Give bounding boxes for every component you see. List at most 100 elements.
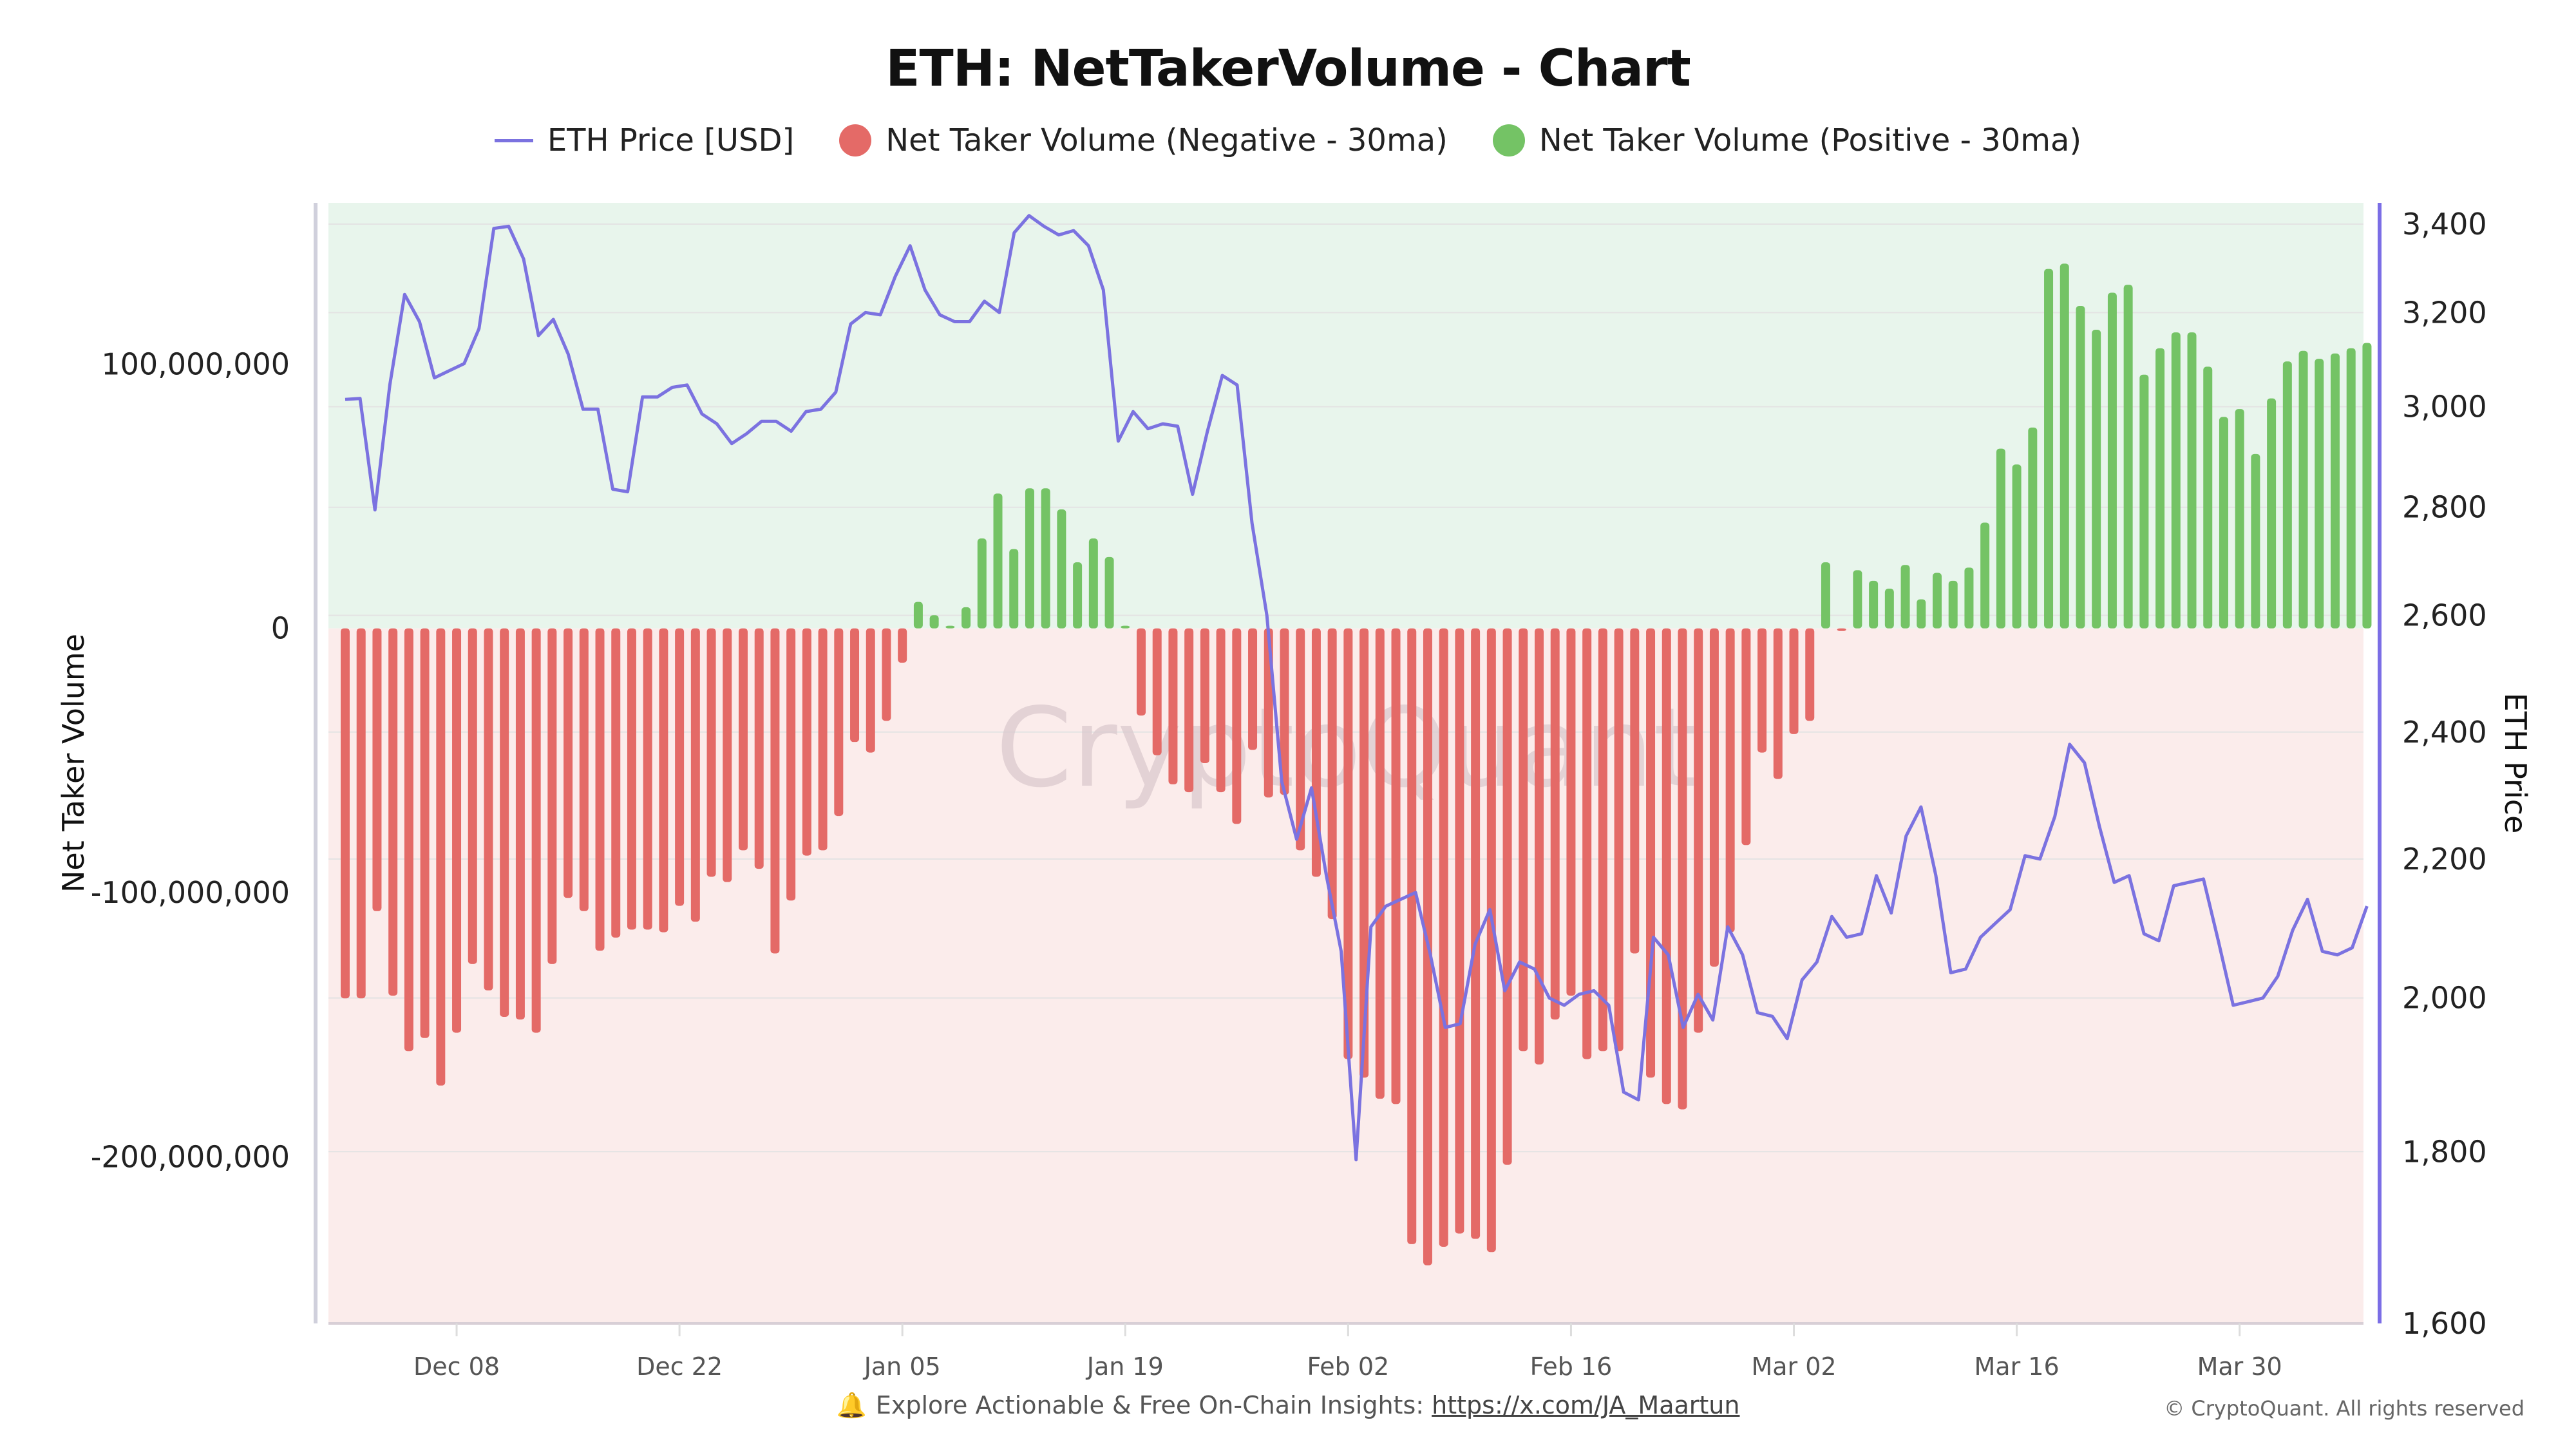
positive-bar[interactable] — [1980, 522, 1990, 629]
positive-bar[interactable] — [1917, 599, 1926, 629]
positive-bar[interactable] — [1121, 625, 1130, 629]
positive-bar[interactable] — [2362, 343, 2372, 629]
negative-bar[interactable] — [690, 628, 700, 922]
negative-bar[interactable] — [1391, 628, 1401, 1104]
positive-bar[interactable] — [993, 493, 1003, 629]
positive-bar[interactable] — [929, 615, 939, 629]
positive-bar[interactable] — [1869, 580, 1879, 629]
negative-bar[interactable] — [627, 628, 636, 930]
negative-bar[interactable] — [1725, 628, 1735, 933]
positive-bar[interactable] — [2235, 409, 2244, 629]
negative-bar[interactable] — [1694, 628, 1703, 1033]
negative-bar[interactable] — [579, 628, 589, 911]
negative-bar[interactable] — [882, 628, 891, 721]
negative-bar[interactable] — [1375, 628, 1385, 1099]
negative-bar[interactable] — [1296, 628, 1305, 851]
positive-bar[interactable] — [2298, 350, 2308, 629]
negative-bar[interactable] — [1232, 628, 1242, 824]
positive-bar[interactable] — [2187, 332, 2197, 629]
negative-bar[interactable] — [1471, 628, 1481, 1239]
negative-bar[interactable] — [770, 628, 780, 954]
negative-bar[interactable] — [1678, 628, 1687, 1110]
negative-bar[interactable] — [611, 628, 621, 938]
negative-bar[interactable] — [1184, 628, 1194, 793]
negative-bar[interactable] — [1407, 628, 1417, 1244]
negative-bar[interactable] — [1359, 628, 1369, 1078]
negative-bar[interactable] — [1566, 628, 1576, 996]
negative-bar[interactable] — [1773, 628, 1783, 779]
positive-bar[interactable] — [2155, 348, 2165, 629]
negative-bar[interactable] — [659, 628, 668, 933]
positive-bar[interactable] — [1025, 488, 1034, 629]
negative-bar[interactable] — [898, 628, 907, 663]
positive-bar[interactable] — [2060, 263, 2069, 629]
legend-item-positive[interactable]: Net Taker Volume (Positive - 30ma) — [1492, 122, 2081, 158]
positive-bar[interactable] — [2123, 285, 2133, 629]
legend-item-negative[interactable]: Net Taker Volume (Negative - 30ma) — [839, 122, 1448, 158]
negative-bar[interactable] — [1837, 628, 1846, 631]
negative-bar[interactable] — [723, 628, 732, 882]
negative-bar[interactable] — [1598, 628, 1607, 1052]
positive-bar[interactable] — [1041, 488, 1050, 629]
negative-bar[interactable] — [786, 628, 796, 901]
negative-bar[interactable] — [802, 628, 811, 856]
negative-bar[interactable] — [1137, 628, 1146, 716]
positive-bar[interactable] — [1009, 549, 1019, 629]
negative-bar[interactable] — [1789, 628, 1799, 734]
negative-bar[interactable] — [1630, 628, 1640, 954]
negative-bar[interactable] — [1646, 628, 1656, 1078]
negative-bar[interactable] — [1805, 628, 1815, 721]
negative-bar[interactable] — [547, 628, 557, 964]
positive-bar[interactable] — [2203, 366, 2213, 629]
positive-bar[interactable] — [2267, 398, 2277, 629]
negative-bar[interactable] — [1582, 628, 1592, 1059]
negative-bar[interactable] — [1311, 628, 1321, 877]
negative-bar[interactable] — [372, 628, 382, 911]
negative-bar[interactable] — [436, 628, 446, 1086]
negative-bar[interactable] — [1614, 628, 1624, 1052]
positive-bar[interactable] — [1933, 573, 1942, 629]
negative-bar[interactable] — [1280, 628, 1289, 795]
positive-bar[interactable] — [2012, 464, 2022, 629]
positive-bar[interactable] — [977, 538, 987, 629]
positive-bar[interactable] — [2171, 332, 2181, 629]
positive-bar[interactable] — [1057, 509, 1066, 629]
negative-bar[interactable] — [1502, 628, 1512, 1165]
positive-bar[interactable] — [1088, 538, 1098, 629]
positive-bar[interactable] — [1073, 562, 1083, 629]
legend-item-eth-price[interactable]: ETH Price [USD] — [494, 122, 794, 158]
negative-bar[interactable] — [1455, 628, 1464, 1234]
positive-bar[interactable] — [2346, 348, 2356, 629]
positive-bar[interactable] — [961, 607, 971, 629]
footer-link[interactable]: https://x.com/JA_Maartun — [1432, 1391, 1740, 1419]
positive-bar[interactable] — [2315, 359, 2324, 629]
negative-bar[interactable] — [452, 628, 462, 1033]
positive-bar[interactable] — [2251, 453, 2260, 629]
negative-bar[interactable] — [850, 628, 860, 743]
negative-bar[interactable] — [818, 628, 828, 851]
negative-bar[interactable] — [531, 628, 541, 1033]
negative-bar[interactable] — [1519, 628, 1528, 1052]
positive-bar[interactable] — [2282, 361, 2292, 629]
negative-bar[interactable] — [834, 628, 844, 817]
negative-bar[interactable] — [341, 628, 350, 999]
positive-bar[interactable] — [913, 601, 923, 629]
negative-bar[interactable] — [1200, 628, 1209, 763]
negative-bar[interactable] — [1709, 628, 1719, 967]
negative-bar[interactable] — [1550, 628, 1560, 1020]
negative-bar[interactable] — [1439, 628, 1448, 1247]
positive-bar[interactable] — [1104, 556, 1114, 629]
positive-bar[interactable] — [2139, 374, 2149, 629]
negative-bar[interactable] — [1741, 628, 1751, 846]
negative-bar[interactable] — [564, 628, 573, 898]
positive-bar[interactable] — [1996, 448, 2005, 629]
eth-price-line[interactable] — [345, 214, 2369, 1162]
positive-bar[interactable] — [945, 625, 955, 629]
negative-bar[interactable] — [1535, 628, 1544, 1065]
positive-bar[interactable] — [2092, 329, 2101, 629]
positive-bar[interactable] — [1853, 570, 1862, 629]
negative-bar[interactable] — [404, 628, 413, 1052]
positive-bar[interactable] — [2107, 292, 2117, 629]
positive-bar[interactable] — [1884, 589, 1894, 629]
negative-bar[interactable] — [1486, 628, 1496, 1253]
